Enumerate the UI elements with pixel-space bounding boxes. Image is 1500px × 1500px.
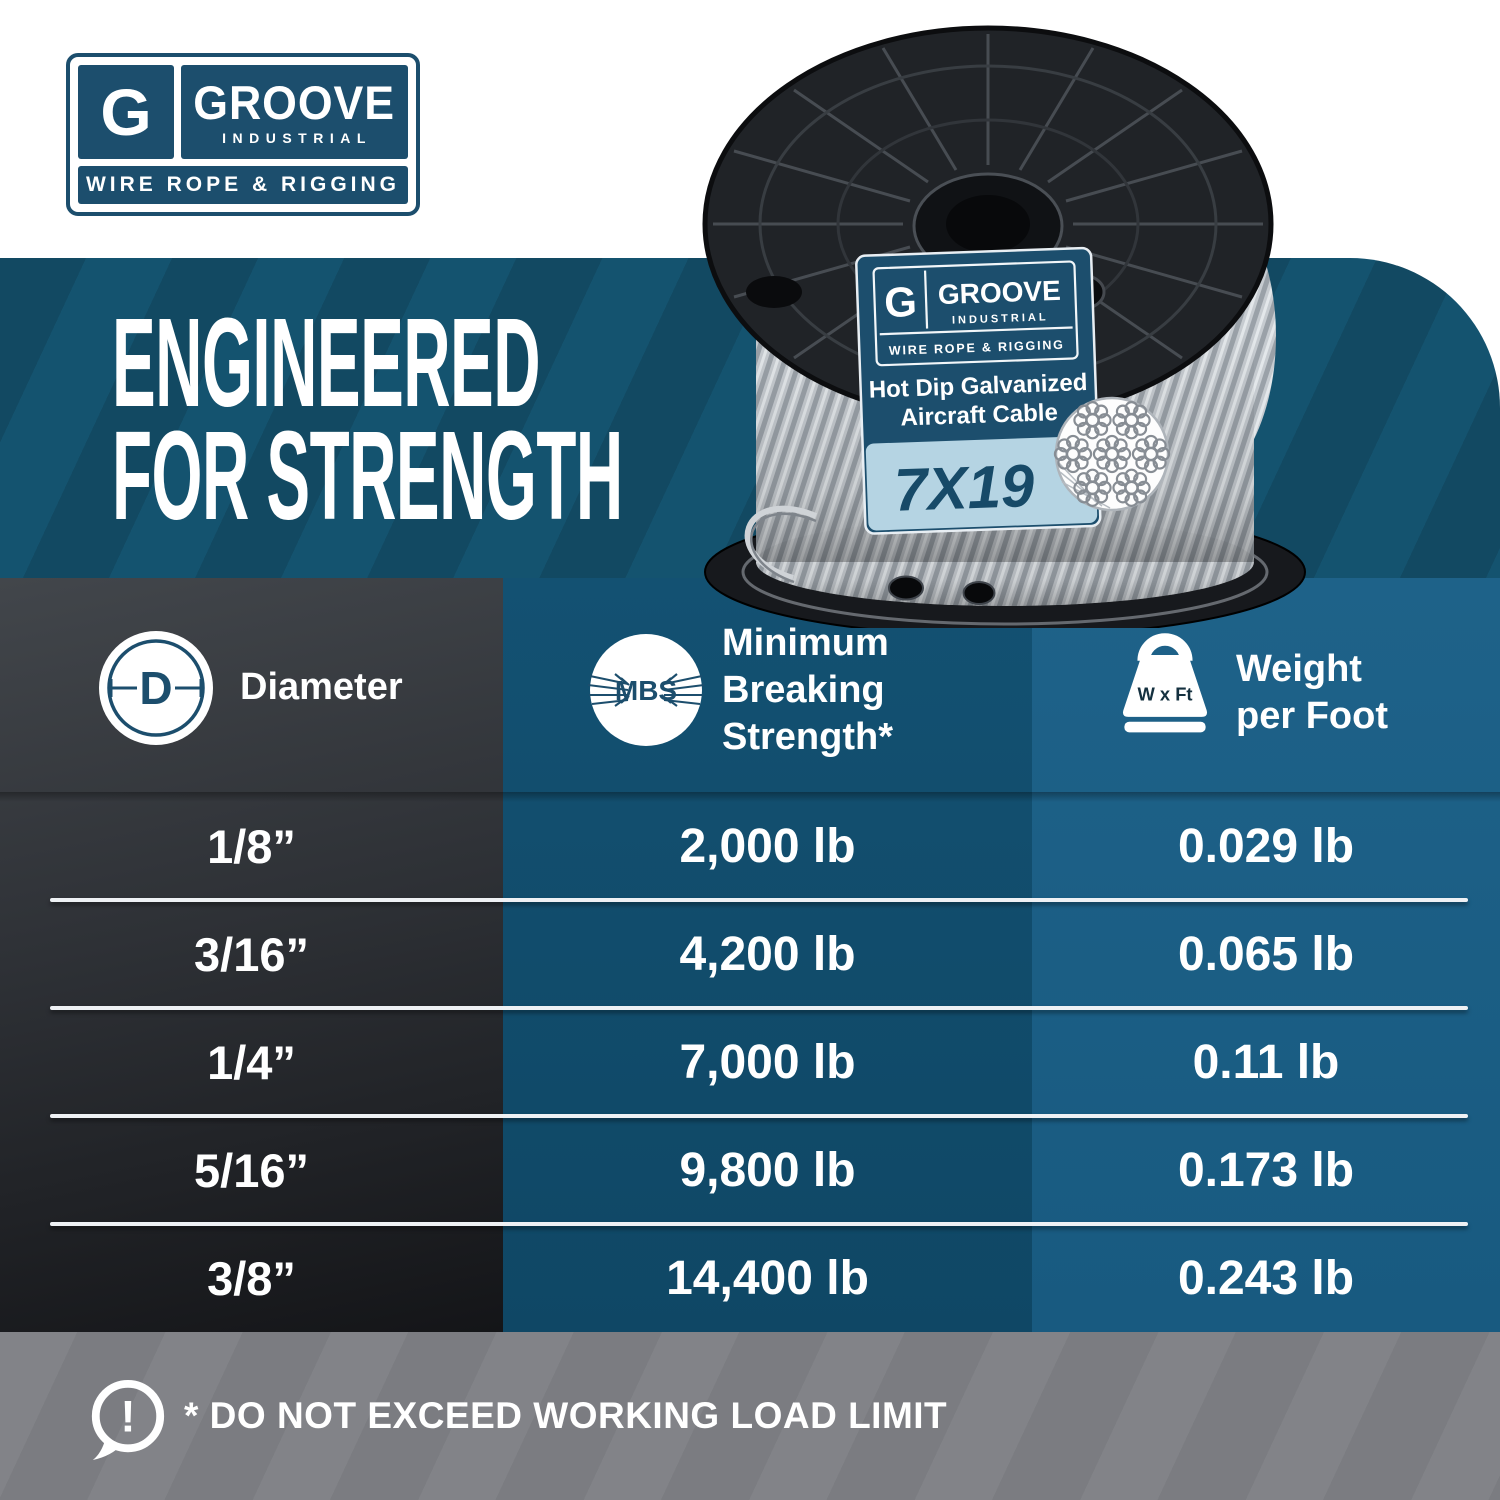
diameter-icon-letter: D [139, 662, 172, 714]
loose-wire-strand [744, 505, 818, 581]
cell-weight: 0.173 lb [1177, 1143, 1355, 1197]
label-brand-division: INDUSTRIAL [952, 311, 1049, 326]
cell-diameter: 1/4” [207, 1035, 296, 1089]
spec-table: 1/8” 2,000 lb 0.029 lb 3/16” 4,200 lb 0.… [0, 792, 1500, 1332]
brand-logo: G GROOVE INDUSTRIAL WIRE ROPE & RIGGING [66, 53, 420, 216]
cell-diameter: 3/8” [207, 1251, 296, 1305]
loose-wire-strand-shadow [750, 512, 817, 584]
table-row: 1/8” 2,000 lb 0.029 lb [0, 792, 1500, 900]
cell-weight: 0.243 lb [1177, 1251, 1355, 1305]
cell-weight: 0.065 lb [1177, 927, 1355, 981]
column-bg-weight [1032, 578, 1500, 1332]
cell-weight: 0.11 lb [1192, 1035, 1340, 1089]
mbs-icon: MBS [588, 634, 704, 746]
row-separator [50, 1114, 1468, 1118]
label-brand-tagline: WIRE ROPE & RIGGING [889, 338, 1065, 358]
cable-spool-photo: G GROOVE INDUSTRIAL WIRE ROPE & RIGGING … [702, 25, 1306, 628]
label-construction: 7X19 [893, 452, 1036, 524]
exclamation-glyph: ! [120, 1391, 135, 1442]
header-divider-shadow [0, 792, 1500, 802]
brand-tagline: WIRE ROPE & RIGGING [78, 166, 408, 204]
headline: ENGINEERED FOR STRENGTH [112, 292, 623, 546]
header-weight: Weight per Foot [1236, 648, 1388, 737]
column-bg-mbs [503, 578, 1032, 1332]
table-row: 1/4” 7,000 lb 0.11 lb [0, 1008, 1500, 1116]
spool-top-flange [702, 25, 1274, 423]
weight-icon-letters: W x Ft [1137, 683, 1192, 704]
flange-hole [962, 581, 996, 605]
table-row: 3/16” 4,200 lb 0.065 lb [0, 900, 1500, 1008]
mbs-icon-letters: MBS [615, 675, 677, 706]
weight-icon: W x Ft [1122, 633, 1208, 733]
footer-stripe-texture [0, 1332, 1500, 1500]
row-separator [50, 898, 1468, 902]
spool-label-logo [872, 260, 1079, 367]
cell-mbs: 4,200 lb [679, 927, 856, 981]
header-mbs: Minimum Breaking Strength* [722, 622, 893, 758]
label-brand-name: GROOVE [937, 275, 1061, 310]
cell-mbs: 2,000 lb [679, 819, 856, 873]
row-separator [50, 1006, 1468, 1010]
cell-weight: 0.029 lb [1177, 819, 1355, 873]
diameter-icon: D [99, 631, 213, 745]
table-row: 5/16” 9,800 lb 0.173 lb [0, 1116, 1500, 1224]
label-product-line2: Aircraft Cable [900, 399, 1058, 431]
brand-division: INDUSTRIAL [222, 130, 372, 146]
cable-cross-section-icon [1053, 396, 1171, 512]
brand-monogram: G [78, 65, 174, 159]
header-diameter: Diameter [240, 666, 403, 708]
row-separator [50, 1222, 1468, 1226]
footer-note: * DO NOT EXCEED WORKING LOAD LIMIT [184, 1395, 948, 1436]
label-spec-strip [865, 436, 1098, 531]
brand-logo-top: G GROOVE INDUSTRIAL [78, 65, 408, 159]
footer-bar [0, 1332, 1500, 1500]
cell-mbs: 14,400 lb [666, 1251, 869, 1305]
column-bg-diameter [0, 578, 503, 1332]
table-row: 3/8” 14,400 lb 0.243 lb [0, 1224, 1500, 1332]
label-monogram: G [883, 278, 917, 326]
brand-name: GROOVE [193, 76, 396, 129]
flange-hole [888, 575, 924, 601]
spool-label: G GROOVE INDUSTRIAL WIRE ROPE & RIGGING … [855, 246, 1102, 535]
cell-mbs: 9,800 lb [679, 1143, 856, 1197]
headline-line1: ENGINEERED [112, 292, 541, 433]
warning-bubble-icon: ! [91, 1379, 165, 1461]
headline-line2: FOR STRENGTH [112, 405, 623, 546]
cell-diameter: 3/16” [194, 927, 309, 981]
cell-mbs: 7,000 lb [679, 1035, 856, 1089]
cell-diameter: 5/16” [194, 1143, 309, 1197]
brand-name-block: GROOVE INDUSTRIAL [181, 65, 408, 159]
cell-diameter: 1/8” [207, 819, 296, 873]
